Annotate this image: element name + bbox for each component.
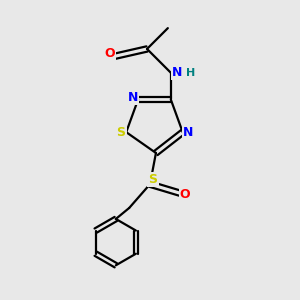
Text: S: S [116, 126, 125, 139]
Text: N: N [172, 66, 182, 79]
Text: N: N [128, 91, 138, 103]
Text: N: N [183, 126, 193, 139]
Text: O: O [180, 188, 190, 201]
Text: S: S [148, 173, 158, 186]
Text: H: H [186, 68, 195, 78]
Text: O: O [105, 47, 115, 60]
